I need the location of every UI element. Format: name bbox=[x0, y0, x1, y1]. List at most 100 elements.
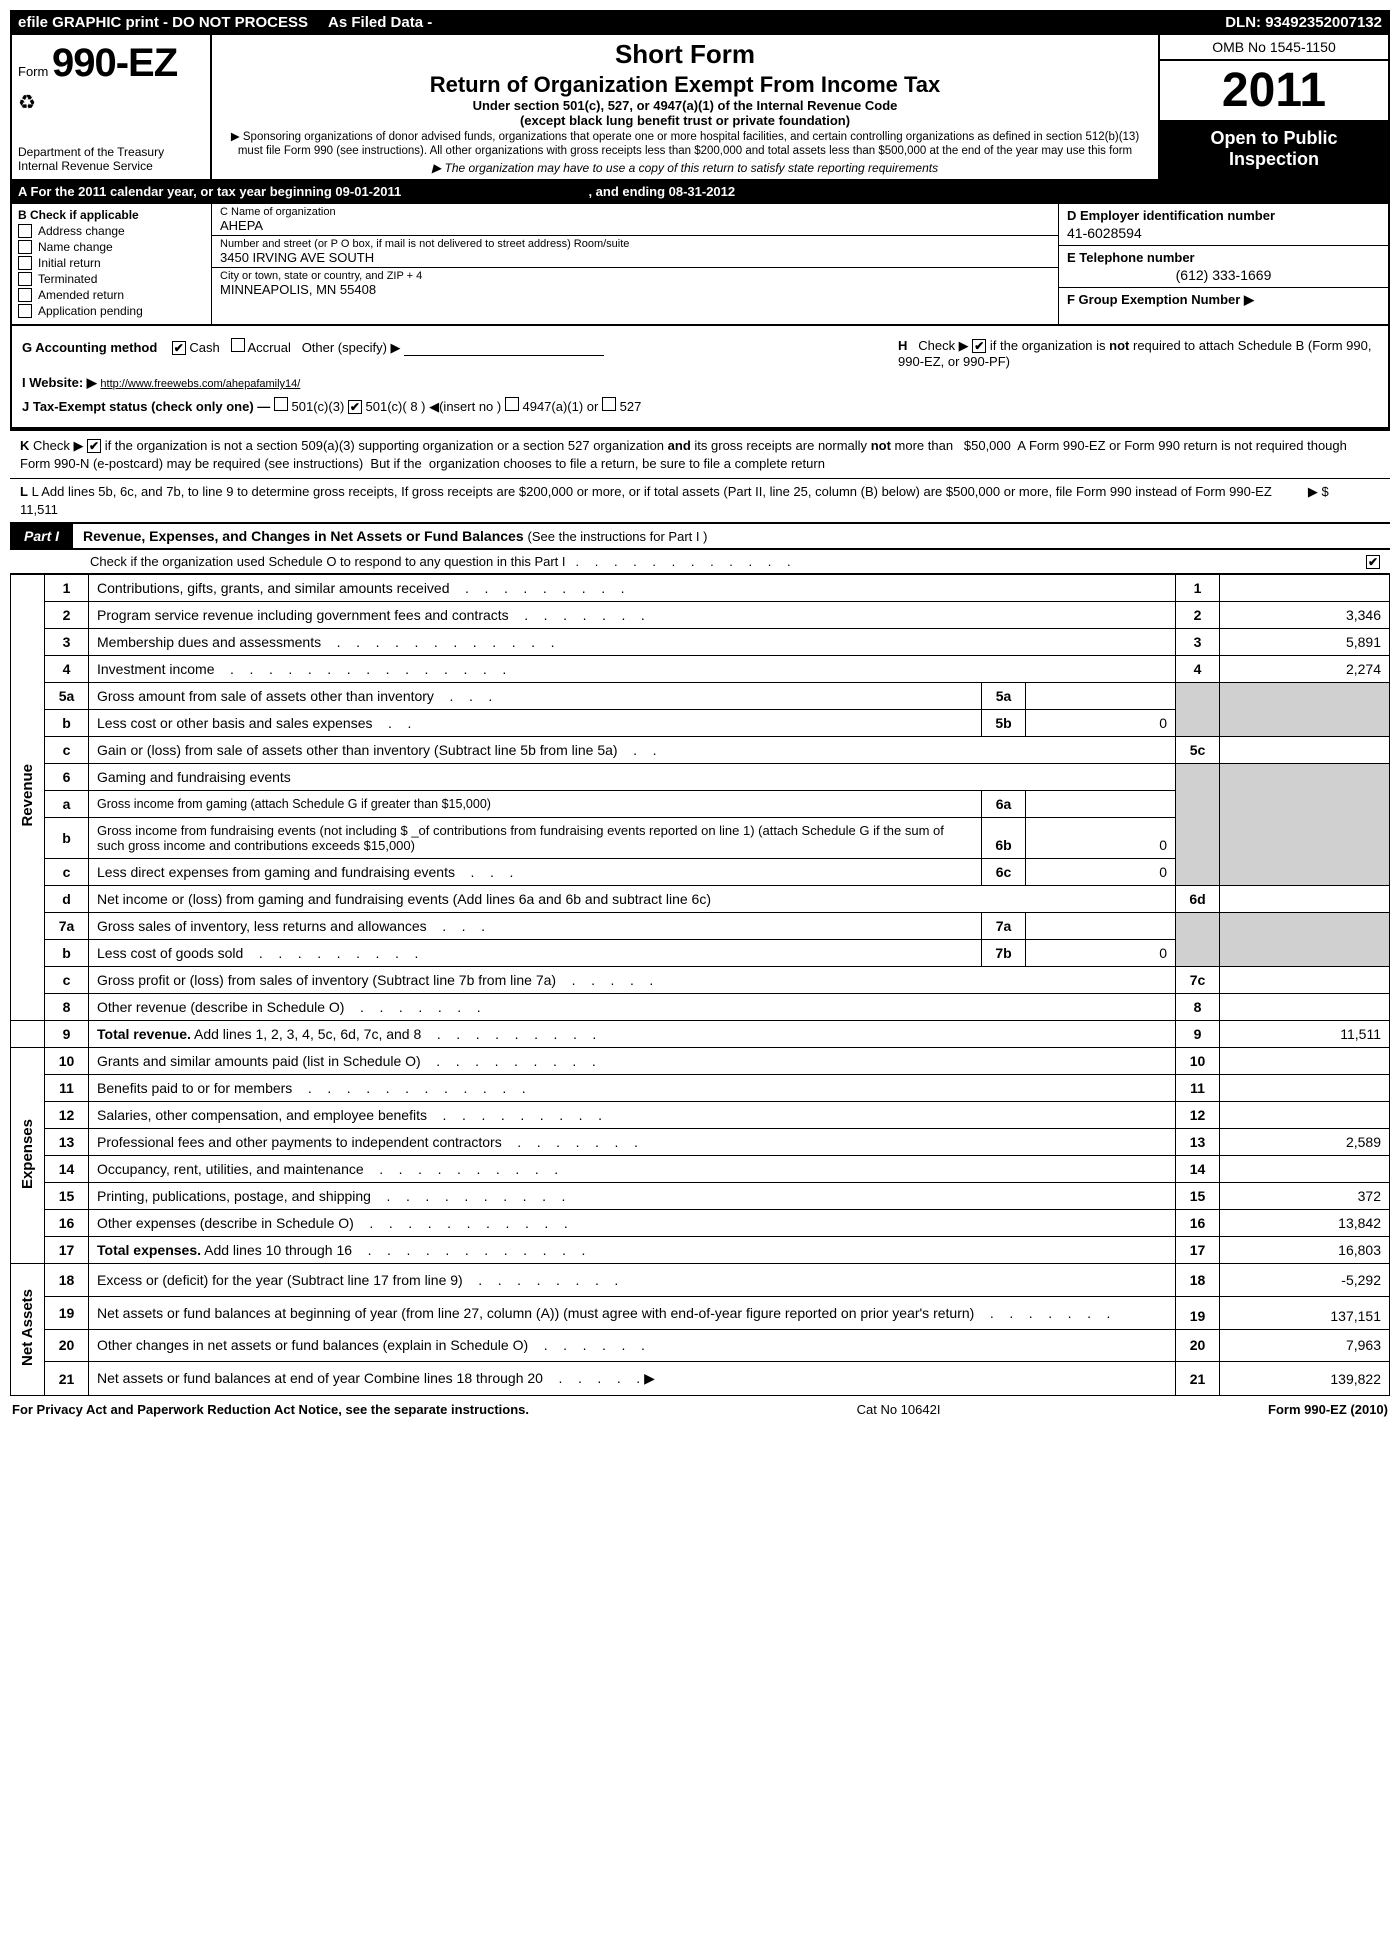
val-line-5a bbox=[1026, 683, 1176, 710]
part-1-title: Revenue, Expenses, and Changes in Net As… bbox=[73, 524, 1390, 548]
open-line-1: Open to Public bbox=[1168, 128, 1380, 150]
part-1-tab: Part I bbox=[10, 524, 73, 548]
website-link[interactable]: http://www.freewebs.com/ahepafamily14/ bbox=[100, 378, 300, 390]
side-revenue: Revenue bbox=[19, 744, 36, 847]
row-a-right: , and ending 08-31-2012 bbox=[588, 184, 735, 199]
return-title: Return of Organization Exempt From Incom… bbox=[222, 72, 1148, 98]
subhead-1: Under section 501(c), 527, or 4947(a)(1)… bbox=[222, 98, 1148, 113]
row-a-tax-year: A For the 2011 calendar year, or tax yea… bbox=[10, 181, 1390, 204]
c-name-label: C Name of organization bbox=[220, 206, 1050, 218]
header-left: Form 990-EZ ♻ Department of the Treasury… bbox=[12, 35, 212, 179]
d-value: 41-6028594 bbox=[1067, 223, 1380, 241]
dept-treasury: Department of the Treasury bbox=[18, 145, 204, 159]
val-line-11 bbox=[1220, 1075, 1390, 1102]
b-label: B Check if applicable bbox=[18, 208, 205, 222]
chk-k[interactable]: ✔ bbox=[87, 439, 101, 453]
e-value: (612) 333-1669 bbox=[1067, 265, 1380, 283]
header-note-2: ▶ The organization may have to use a cop… bbox=[222, 161, 1148, 175]
c-street-value: 3450 IRVING AVE SOUTH bbox=[220, 250, 1050, 265]
val-line-19: 137,151 bbox=[1220, 1296, 1390, 1329]
j-tax-exempt: J Tax-Exempt status (check only one) — 5… bbox=[22, 397, 641, 415]
chk-address-change[interactable] bbox=[18, 224, 32, 238]
f-label: F Group Exemption Number ▶ bbox=[1067, 292, 1380, 308]
val-line-5c bbox=[1220, 737, 1390, 764]
topbar-left: efile GRAPHIC print - DO NOT PROCESS bbox=[18, 14, 308, 31]
other-specify-blank[interactable] bbox=[404, 355, 604, 356]
chk-accrual[interactable] bbox=[231, 338, 245, 352]
chk-501c3[interactable] bbox=[274, 397, 288, 411]
val-line-1 bbox=[1220, 575, 1390, 602]
header-right: OMB No 1545-1150 2011 Open to Public Ins… bbox=[1158, 35, 1388, 179]
chk-4947[interactable] bbox=[505, 397, 519, 411]
c-city-value: MINNEAPOLIS, MN 55408 bbox=[220, 282, 1050, 297]
chk-amended[interactable] bbox=[18, 288, 32, 302]
c-street-label: Number and street (or P O box, if mail i… bbox=[220, 238, 1050, 250]
chk-app-pending[interactable] bbox=[18, 304, 32, 318]
section-c: C Name of organization AHEPA Number and … bbox=[212, 204, 1058, 324]
part-1-check-o: Check if the organization used Schedule … bbox=[10, 550, 1390, 574]
part-1-header: Part I Revenue, Expenses, and Changes in… bbox=[10, 522, 1390, 550]
val-line-17: 16,803 bbox=[1220, 1237, 1390, 1264]
chk-terminated[interactable] bbox=[18, 272, 32, 286]
short-form-title: Short Form bbox=[222, 39, 1148, 70]
recycle-icon: ♻ bbox=[18, 90, 36, 115]
omb-number: OMB No 1545-1150 bbox=[1160, 35, 1388, 61]
para-k: K Check ▶ ✔ if the organization is not a… bbox=[10, 429, 1390, 478]
topbar-dln: DLN: 93492352007132 bbox=[1225, 14, 1382, 31]
page-footer: For Privacy Act and Paperwork Reduction … bbox=[10, 1396, 1390, 1417]
val-line-5b: 0 bbox=[1026, 710, 1176, 737]
val-line-6b: 0 bbox=[1026, 818, 1176, 859]
side-netassets: Net Assets bbox=[19, 1269, 36, 1386]
h-check: H Check ▶ ✔ if the organization is not r… bbox=[898, 338, 1378, 369]
line-l-amount: 11,511 bbox=[20, 502, 58, 517]
val-line-6a bbox=[1026, 791, 1176, 818]
val-line-18: -5,292 bbox=[1220, 1264, 1390, 1297]
para-l: L L Add lines 5b, 6c, and 7b, to line 9 … bbox=[10, 478, 1390, 522]
open-to-public: Open to Public Inspection bbox=[1160, 120, 1388, 179]
chk-name-change[interactable] bbox=[18, 240, 32, 254]
val-line-3: 5,891 bbox=[1220, 629, 1390, 656]
form-prefix: Form bbox=[18, 64, 48, 79]
header-note-1: ▶ Sponsoring organizations of donor advi… bbox=[222, 130, 1148, 159]
i-website: I Website: ▶ http://www.freewebs.com/ahe… bbox=[22, 375, 300, 391]
footer-right: Form 990-EZ (2010) bbox=[1268, 1402, 1388, 1417]
chk-527[interactable] bbox=[602, 397, 616, 411]
efile-topbar: efile GRAPHIC print - DO NOT PROCESS As … bbox=[10, 10, 1390, 35]
val-line-2: 3,346 bbox=[1220, 602, 1390, 629]
open-line-2: Inspection bbox=[1168, 149, 1380, 171]
val-line-10 bbox=[1220, 1048, 1390, 1075]
val-line-9: 11,511 bbox=[1220, 1021, 1390, 1048]
chk-501c[interactable]: ✔ bbox=[348, 400, 362, 414]
val-line-6d bbox=[1220, 886, 1390, 913]
val-line-7c bbox=[1220, 967, 1390, 994]
val-line-16: 13,842 bbox=[1220, 1210, 1390, 1237]
form-number: 990-EZ bbox=[52, 41, 177, 85]
val-line-7b: 0 bbox=[1026, 940, 1176, 967]
val-line-7a bbox=[1026, 913, 1176, 940]
row-a-left: A For the 2011 calendar year, or tax yea… bbox=[18, 184, 401, 199]
section-d-e-f: D Employer identification number 41-6028… bbox=[1058, 204, 1388, 324]
chk-h-not-required[interactable]: ✔ bbox=[972, 339, 986, 353]
val-line-6c: 0 bbox=[1026, 859, 1176, 886]
topbar-mid: As Filed Data - bbox=[328, 14, 432, 31]
val-line-15: 372 bbox=[1220, 1183, 1390, 1210]
c-name-value: AHEPA bbox=[220, 218, 1050, 233]
chk-cash[interactable]: ✔ bbox=[172, 341, 186, 355]
form-990ez-page: efile GRAPHIC print - DO NOT PROCESS As … bbox=[0, 0, 1400, 1427]
val-line-13: 2,589 bbox=[1220, 1129, 1390, 1156]
side-expenses: Expenses bbox=[19, 1099, 36, 1209]
val-line-21: 139,822 bbox=[1220, 1362, 1390, 1396]
val-line-4: 2,274 bbox=[1220, 656, 1390, 683]
section-g-to-j: G Accounting method ✔ Cash Accrual Other… bbox=[10, 326, 1390, 429]
val-line-14 bbox=[1220, 1156, 1390, 1183]
e-label: E Telephone number bbox=[1067, 250, 1380, 265]
tax-year: 2011 bbox=[1160, 61, 1388, 120]
chk-schedule-o[interactable]: ✔ bbox=[1366, 555, 1380, 569]
section-b-to-f: B Check if applicable Address change Nam… bbox=[10, 204, 1390, 326]
subhead-2: (except black lung benefit trust or priv… bbox=[222, 113, 1148, 128]
section-b: B Check if applicable Address change Nam… bbox=[12, 204, 212, 324]
val-line-20: 7,963 bbox=[1220, 1329, 1390, 1362]
chk-initial-return[interactable] bbox=[18, 256, 32, 270]
d-label: D Employer identification number bbox=[1067, 208, 1380, 223]
header-block: Form 990-EZ ♻ Department of the Treasury… bbox=[10, 35, 1390, 181]
